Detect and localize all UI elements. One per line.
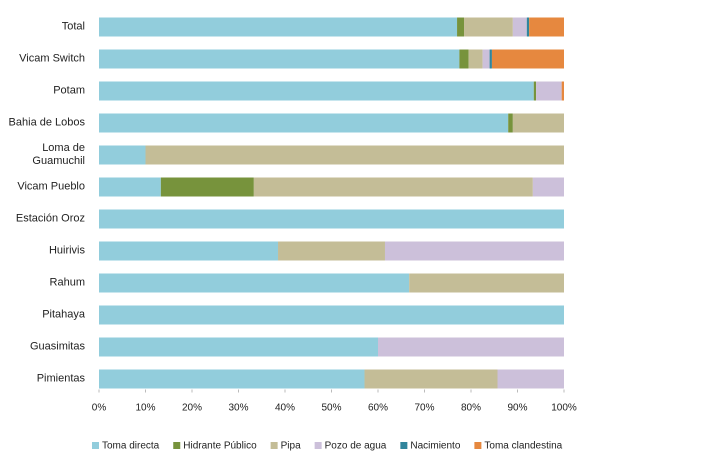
bar-segment [145,145,564,165]
bar-segment [529,17,564,37]
bar-segment [99,17,458,37]
category-label: Loma de Guamuchil [32,142,85,167]
bar-segment [99,145,146,165]
category-label: Vicam Switch [19,52,85,65]
bar-segment [384,241,564,261]
bar-segment [99,241,279,261]
category-label: Potam [53,84,85,97]
bar-segment [533,81,537,101]
bar-segment [99,177,161,197]
bar-segment [99,369,365,389]
bar-segment [489,49,492,69]
bar-segment [482,49,490,69]
legend-marker [474,442,482,449]
x-tick-label: 30% [228,403,248,414]
bar-segment [512,113,564,133]
bar-segment [99,81,534,101]
x-tick-label: 0% [92,403,107,414]
bar-segment [491,49,564,69]
bar-segment [457,17,465,37]
category-label: Rahum [49,276,85,289]
category-label: Vicam Pueblo [17,180,85,193]
bar-segment [532,177,564,197]
bar-segment [99,113,509,133]
x-tick-label: 80% [461,403,481,414]
legend-label: Toma directa [102,441,160,452]
x-tick-label: 10% [135,403,155,414]
legend-marker [173,442,181,449]
category-label: Pitahaya [42,308,85,321]
bar-segment [409,273,564,293]
x-tick-label: 50% [321,403,341,414]
bar-segment [378,337,564,357]
legend-marker [92,442,99,449]
bar-segment [561,81,564,101]
legend-label: Pozo de agua [325,441,387,452]
bar-segment [99,337,378,357]
x-tick-label: 100% [551,403,577,414]
category-label: Pimientas [36,372,85,385]
x-tick-label: 40% [275,403,295,414]
x-tick-label: 60% [368,403,388,414]
bar-segment [364,369,498,389]
bar-segment [497,369,564,389]
category-label: Huirivis [48,244,85,257]
bar-segment [508,113,513,133]
legend-label: Pipa [281,441,301,452]
category-label: Estación Oroz [15,212,85,225]
bar-segment [464,17,513,37]
x-tick-label: 90% [507,403,527,414]
legend-label: Nacimiento [410,441,460,452]
bar-segment [253,177,533,197]
x-tick-label: 70% [414,403,434,414]
legend-marker [314,442,322,449]
category-label: Guasimitas [29,340,85,353]
bar-segment [536,81,562,101]
bar-segment [99,273,410,293]
legend-label: Toma clandestina [484,441,562,452]
bar-segment [160,177,254,197]
bar-segment [99,49,460,69]
category-label: Total [61,20,85,33]
bar-segment [512,17,527,37]
bar-segment [278,241,385,261]
bar-segment [459,49,469,69]
bar-segment [526,17,530,37]
legend-marker [270,442,278,449]
category-label: Bahia de Lobos [8,116,85,129]
legend-marker [400,442,408,449]
bar-segment [99,305,564,325]
bar-segment [99,209,564,229]
bar-segment [468,49,483,69]
x-tick-label: 20% [182,403,202,414]
legend-label: Hidrante Público [183,441,257,452]
